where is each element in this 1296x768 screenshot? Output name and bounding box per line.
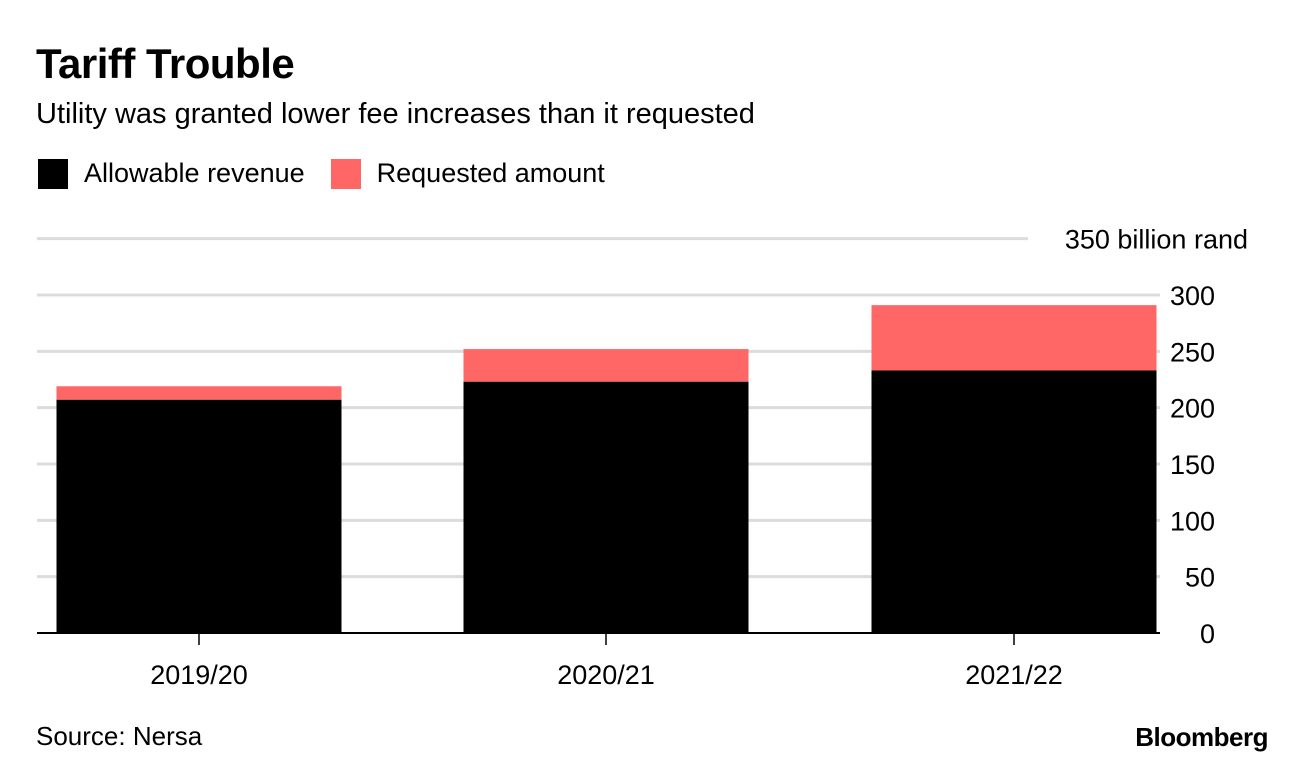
bar-requested xyxy=(56,386,342,400)
bar-allowable xyxy=(463,381,749,633)
bar-requested xyxy=(463,349,749,382)
legend-swatch xyxy=(38,158,68,189)
legend-item-requested: Requested amount xyxy=(330,158,605,189)
y-tick-label: 350 billion rand xyxy=(1065,225,1248,255)
y-tick-label: 300 xyxy=(1170,281,1215,311)
legend-item-allowable: Allowable revenue xyxy=(38,158,305,189)
bloomberg-logo: Bloomberg xyxy=(1135,722,1268,752)
legend-label: Requested amount xyxy=(376,158,605,188)
y-tick-label: 200 xyxy=(1170,394,1215,424)
bar-requested xyxy=(871,305,1157,371)
y-tick-label: 50 xyxy=(1185,563,1215,593)
bar-allowable xyxy=(56,399,342,633)
legend-label: Allowable revenue xyxy=(84,158,305,188)
chart-subtitle: Utility was granted lower fee increases … xyxy=(36,98,755,130)
x-tick-label: 2020/21 xyxy=(557,660,655,690)
bar-allowable xyxy=(871,370,1157,633)
y-tick-label: 250 xyxy=(1170,337,1215,367)
y-tick-label: 0 xyxy=(1200,619,1215,649)
y-tick-label: 150 xyxy=(1170,450,1215,480)
x-tick-label: 2019/20 xyxy=(150,660,248,690)
source-note: Source: Nersa xyxy=(36,721,203,751)
legend: Allowable revenue Requested amount xyxy=(38,158,631,189)
chart-title: Tariff Trouble xyxy=(36,40,295,87)
x-tick-label: 2021/22 xyxy=(965,660,1063,690)
y-tick-label: 100 xyxy=(1170,506,1215,536)
legend-swatch xyxy=(330,158,361,189)
